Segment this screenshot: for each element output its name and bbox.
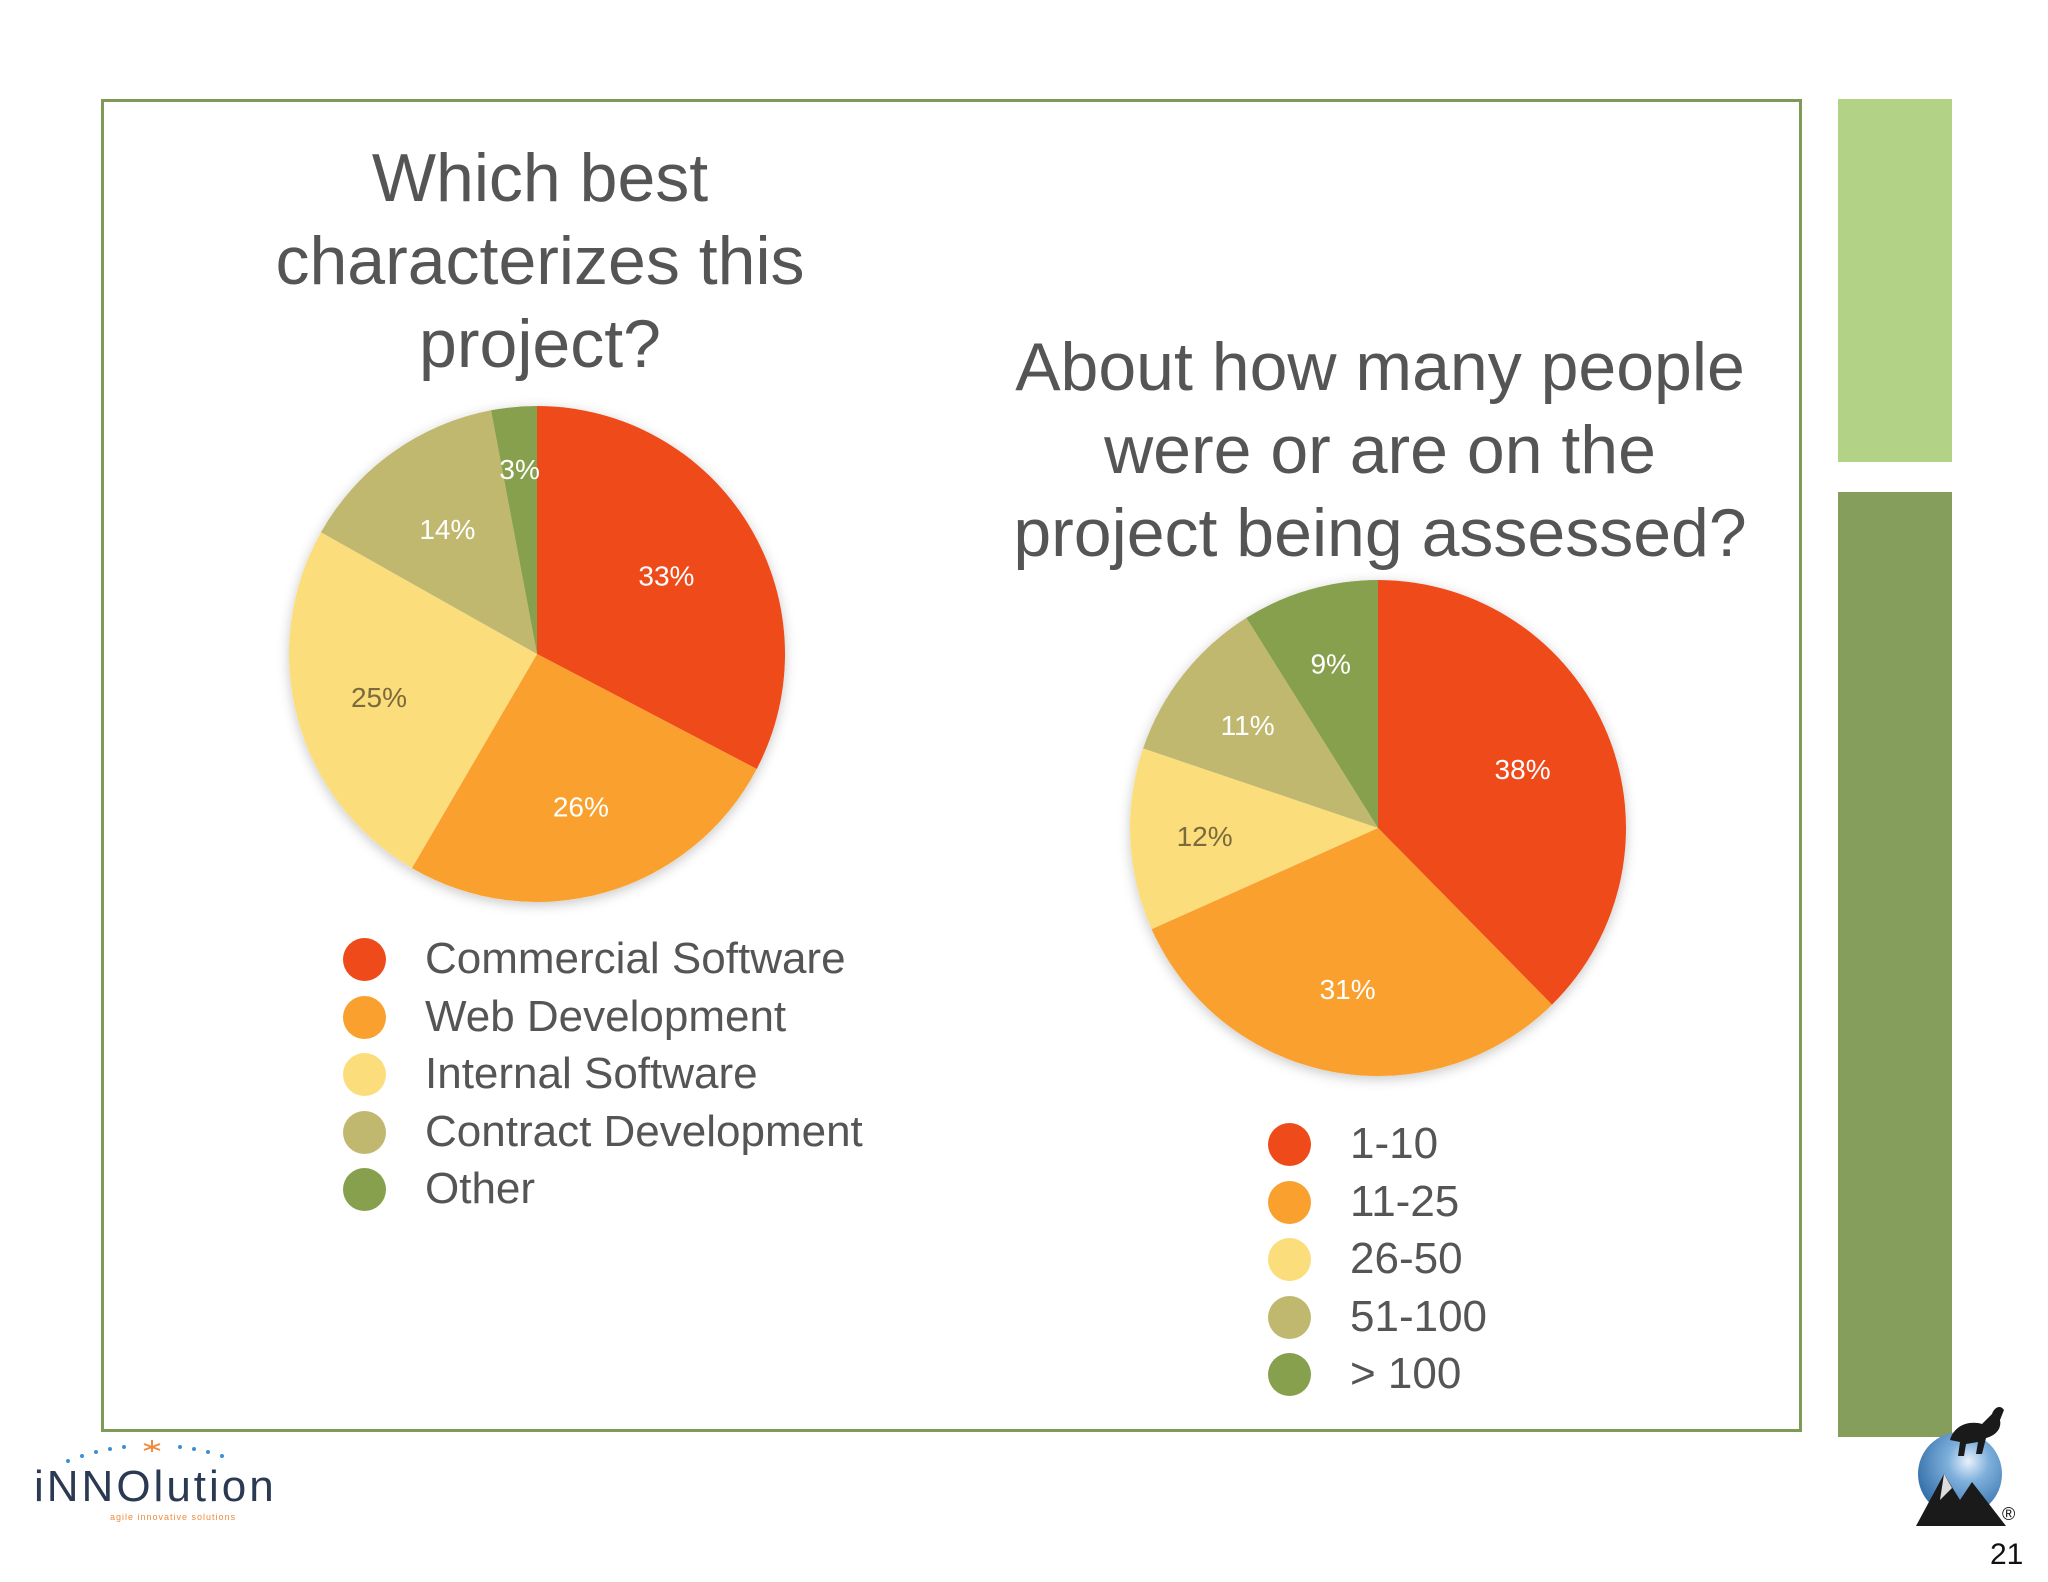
pie-slice bbox=[320, 410, 537, 654]
legend-label: 1-10 bbox=[1350, 1119, 1439, 1168]
innolution-logo bbox=[66, 1440, 224, 1463]
legend-swatch-icon bbox=[1268, 1353, 1311, 1396]
legend-item: Commercial Software bbox=[343, 933, 863, 991]
innolution-logo-text: iNNOlution bbox=[34, 1462, 277, 1511]
pie-slice bbox=[537, 406, 786, 769]
pie-data-label: 31% bbox=[1320, 974, 1376, 1005]
legend-item: > 100 bbox=[1268, 1348, 1487, 1406]
chart2-title-line: were or are on the bbox=[1104, 412, 1656, 488]
legend-item: Other bbox=[343, 1163, 863, 1221]
pie-data-label: 11% bbox=[1221, 710, 1275, 741]
legend-swatch-icon bbox=[343, 938, 386, 981]
chart2-legend: 1-10 11-25 26-50 51-100 > 100 bbox=[1268, 1118, 1487, 1406]
pie-slice bbox=[1378, 580, 1626, 1005]
chart2-title-line: About how many people bbox=[1015, 329, 1745, 405]
accent-bar-light bbox=[1838, 99, 1952, 462]
legend-swatch-icon bbox=[343, 1168, 386, 1211]
legend-item: Contract Development bbox=[343, 1106, 863, 1164]
pie-slice bbox=[1151, 828, 1552, 1076]
legend-swatch-icon bbox=[343, 1053, 386, 1096]
pie-slice bbox=[1143, 617, 1378, 828]
pie-data-label: 12% bbox=[1177, 821, 1233, 852]
innolution-tagline: agile innovative solutions bbox=[110, 1512, 237, 1522]
legend-swatch-icon bbox=[1268, 1123, 1311, 1166]
chart2-title: About how many people were or are on the… bbox=[980, 326, 1780, 575]
legend-label: 51-100 bbox=[1350, 1291, 1488, 1341]
chart2-title-line: project being assessed? bbox=[1013, 495, 1747, 571]
accent-bar-dark bbox=[1838, 492, 1952, 1437]
pie-slice bbox=[411, 654, 757, 902]
pie-data-label: 9% bbox=[1310, 649, 1350, 680]
pie-data-label: 38% bbox=[1495, 754, 1551, 785]
legend-item: 51-100 bbox=[1268, 1291, 1487, 1349]
pie-data-label: 14% bbox=[419, 514, 475, 545]
legend-swatch-icon bbox=[343, 1110, 386, 1154]
chart1-title-line: project? bbox=[419, 306, 661, 382]
legend-label: Web Development bbox=[425, 991, 787, 1041]
chart1-title-line: Which best bbox=[371, 140, 709, 216]
legend-label: 11-25 bbox=[1350, 1176, 1460, 1226]
legend-label: Internal Software bbox=[425, 1049, 758, 1098]
legend-item: Internal Software bbox=[343, 1048, 863, 1106]
legend-item: 26-50 bbox=[1268, 1233, 1487, 1291]
legend-label: 26-50 bbox=[1350, 1234, 1463, 1283]
pie-slice bbox=[1130, 748, 1378, 930]
legend-label: Contract Development bbox=[425, 1106, 863, 1156]
pie-slice bbox=[490, 406, 537, 654]
pie-data-label: 33% bbox=[638, 561, 694, 592]
legend-label: > 100 bbox=[1350, 1349, 1462, 1398]
pie-slice bbox=[1246, 580, 1378, 828]
chart1-pie: 33% 26% 25% 14% 3% bbox=[288, 406, 786, 902]
goat-mountain-logo-icon: ® bbox=[1916, 1407, 2015, 1526]
chart1-title: Which best characterizes this project? bbox=[260, 137, 820, 386]
pie-data-label: 3% bbox=[499, 454, 539, 485]
chart2-pie: 38% 31% 12% 11% 9% bbox=[1130, 580, 1626, 1076]
legend-item: Web Development bbox=[343, 991, 863, 1049]
pie-slice bbox=[288, 532, 537, 869]
legend-swatch-icon bbox=[1268, 1180, 1311, 1224]
chart1-legend: Commercial Software Web Development Inte… bbox=[343, 933, 863, 1221]
legend-item: 1-10 bbox=[1268, 1118, 1487, 1176]
chart1-title-line: characterizes this bbox=[275, 223, 805, 299]
legend-label: Commercial Software bbox=[425, 934, 846, 983]
legend-item: 11-25 bbox=[1268, 1176, 1487, 1234]
legend-swatch-icon bbox=[1268, 1238, 1311, 1281]
legend-swatch-icon bbox=[1268, 1295, 1311, 1339]
legend-swatch-icon bbox=[343, 995, 386, 1039]
legend-label: Other bbox=[425, 1164, 536, 1213]
registered-mark: ® bbox=[2002, 1504, 2015, 1524]
pie-data-label: 26% bbox=[553, 792, 609, 823]
pie-data-label: 25% bbox=[351, 682, 407, 713]
page-number: 21 bbox=[1990, 1538, 2024, 1571]
